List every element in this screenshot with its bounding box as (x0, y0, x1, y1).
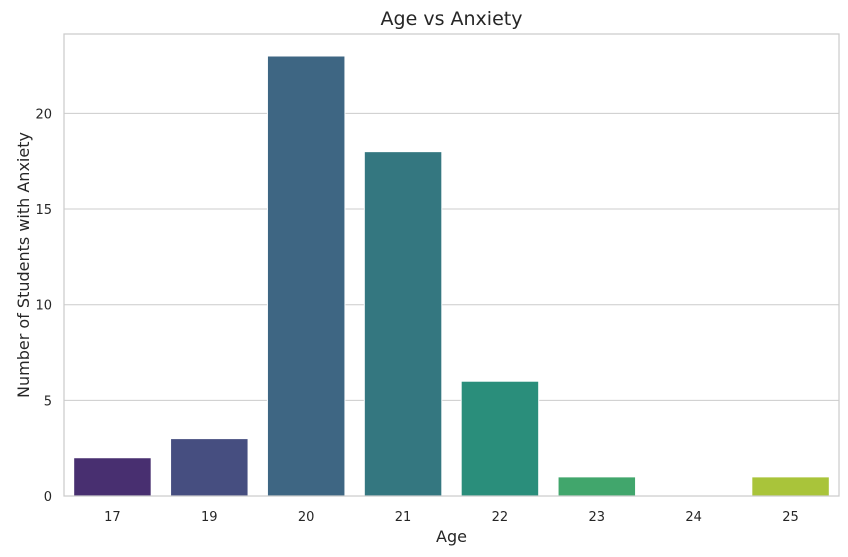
bar-age-20 (266, 55, 346, 497)
chart-title: Age vs Anxiety (381, 8, 523, 30)
x-tick-label: 25 (782, 510, 799, 525)
y-tick-label: 15 (35, 203, 52, 218)
y-tick-labels: 0 5 10 15 20 (35, 107, 52, 505)
y-tick-label: 0 (44, 490, 52, 505)
plot-area-frame (63, 33, 840, 497)
bar-age-22 (460, 380, 540, 497)
x-tick-label: 17 (104, 510, 121, 525)
bar-age-19 (170, 438, 249, 497)
bar-age-21 (363, 151, 443, 497)
x-tick-label: 22 (492, 510, 509, 525)
y-tick-label: 5 (44, 394, 52, 409)
y-tick-label: 10 (35, 299, 52, 314)
bars (73, 55, 830, 497)
y-axis-label: Number of Students with Anxiety (14, 132, 33, 398)
x-tick-label: 20 (298, 510, 315, 525)
bar-age-17 (73, 457, 152, 497)
x-tick-labels: 17 19 20 21 22 23 24 25 (104, 510, 799, 525)
x-tick-label: 21 (395, 510, 412, 525)
x-tick-label: 23 (589, 510, 606, 525)
x-tick-label: 24 (685, 510, 702, 525)
bar-age-23 (557, 476, 637, 497)
x-tick-label: 19 (201, 510, 218, 525)
x-axis-label: Age (436, 527, 467, 546)
y-tick-label: 20 (35, 107, 52, 122)
bar-age-25 (751, 476, 830, 497)
